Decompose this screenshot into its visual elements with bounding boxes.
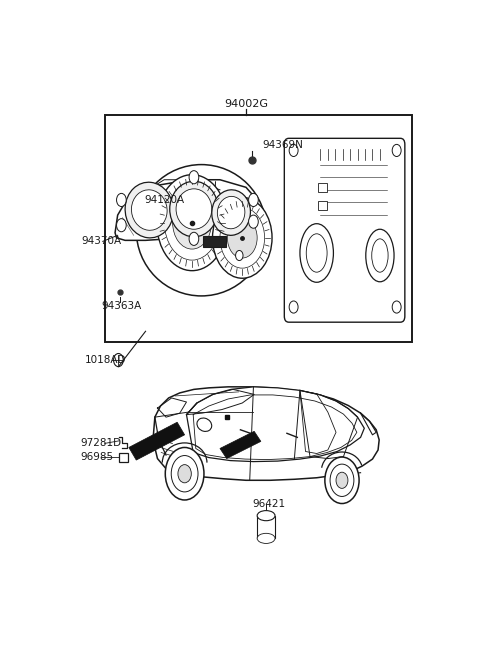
Polygon shape	[129, 422, 185, 460]
Bar	[203, 236, 226, 247]
Circle shape	[213, 197, 272, 278]
Text: 94370A: 94370A	[82, 236, 122, 247]
Bar	[119, 453, 128, 462]
Bar	[318, 183, 327, 192]
Circle shape	[220, 207, 264, 268]
Text: 96421: 96421	[252, 499, 286, 509]
Polygon shape	[153, 387, 379, 480]
Ellipse shape	[125, 182, 173, 238]
Circle shape	[189, 232, 199, 245]
Text: 94002G: 94002G	[224, 99, 268, 109]
Polygon shape	[186, 387, 364, 462]
Bar	[318, 201, 327, 210]
Circle shape	[117, 218, 126, 232]
Text: 94369N: 94369N	[262, 140, 303, 150]
Ellipse shape	[372, 239, 388, 272]
Ellipse shape	[257, 533, 275, 543]
Ellipse shape	[217, 196, 245, 229]
Ellipse shape	[300, 224, 334, 282]
Circle shape	[165, 185, 220, 260]
Circle shape	[330, 464, 354, 497]
Circle shape	[171, 455, 198, 492]
Bar	[257, 516, 275, 539]
Ellipse shape	[170, 181, 218, 237]
Circle shape	[336, 472, 348, 488]
Circle shape	[178, 464, 192, 483]
Text: 1018AD: 1018AD	[85, 355, 127, 365]
Polygon shape	[220, 431, 261, 459]
Ellipse shape	[197, 418, 212, 432]
Ellipse shape	[306, 234, 327, 272]
Circle shape	[165, 447, 204, 500]
Circle shape	[249, 194, 258, 207]
Ellipse shape	[136, 165, 266, 296]
FancyBboxPatch shape	[284, 138, 405, 322]
Ellipse shape	[132, 190, 167, 230]
Bar	[105, 115, 411, 342]
Circle shape	[156, 174, 228, 271]
Ellipse shape	[366, 229, 394, 282]
Ellipse shape	[176, 189, 212, 229]
Text: 97281D: 97281D	[81, 438, 121, 449]
Polygon shape	[115, 180, 257, 240]
Circle shape	[236, 251, 243, 260]
Circle shape	[325, 457, 359, 504]
Circle shape	[249, 215, 258, 228]
Circle shape	[173, 196, 212, 249]
Ellipse shape	[257, 510, 275, 521]
Text: 96985: 96985	[81, 451, 114, 462]
Text: 94120A: 94120A	[145, 195, 185, 205]
Circle shape	[392, 301, 401, 313]
Text: 94363A: 94363A	[101, 301, 141, 311]
Circle shape	[114, 354, 123, 367]
Circle shape	[392, 144, 401, 157]
Circle shape	[289, 301, 298, 313]
Circle shape	[117, 194, 126, 207]
Circle shape	[189, 171, 199, 184]
Circle shape	[228, 218, 257, 258]
Circle shape	[289, 144, 298, 157]
Ellipse shape	[212, 190, 251, 236]
